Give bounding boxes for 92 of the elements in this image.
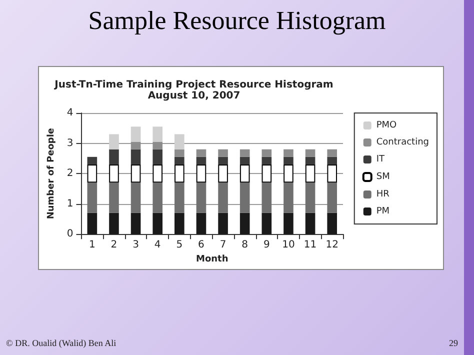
bar [240,156,250,164]
bar [240,212,250,234]
bar [262,156,272,164]
bar [130,182,141,213]
bar [196,182,206,213]
x-tick-label: 2 [110,240,118,251]
legend-label: PM [376,206,390,216]
bar [218,156,228,164]
bar [305,149,316,157]
bar [218,182,228,213]
x-tick-label: 6 [198,240,204,251]
bar [262,149,272,157]
x-tick-label: 11 [304,240,317,251]
legend-label: SM [376,172,390,182]
bar [240,149,250,157]
x-tick-label: 10 [282,240,295,251]
y-tick-label: 1 [66,198,74,210]
legend-label: Contracting [376,138,430,148]
x-tick-label: 1 [88,240,96,251]
bar [152,149,163,164]
bar [130,142,141,150]
bar [196,212,206,234]
y-axis-title: Number of People [46,128,56,220]
bar [109,164,119,183]
bar [152,164,163,183]
bar [109,134,119,150]
bar [262,182,272,213]
bar [152,126,163,142]
bar [284,149,294,157]
bar [218,212,228,234]
bar [109,182,119,213]
y-tick-label: 0 [66,228,74,240]
bar [240,164,250,183]
bar [305,182,316,213]
text: August 10, 2007 [148,90,240,102]
bar [196,149,206,157]
x-tick-label: 9 [263,240,270,251]
bar [87,164,98,183]
bar [327,164,337,183]
bar [174,149,184,157]
bar [327,149,337,157]
bar [130,126,141,142]
bar [109,149,119,164]
x-tick-label: 7 [220,240,226,251]
bar [174,134,184,150]
x-tick-label: 5 [176,240,183,251]
bar [87,156,98,164]
legend-label: IT [376,154,386,164]
bar [218,164,228,183]
bar [196,164,206,183]
x-tick-label: 8 [242,240,248,251]
bar [130,212,141,234]
bar [87,182,98,213]
chart-subtitle: Just-Tn-Time Training Project Resource Histogram [54,80,334,90]
bar [196,156,206,164]
text: © DR. Oualid (Walid) Ben Ali [6,338,116,348]
bar [218,149,228,157]
bar [152,142,163,150]
x-tick-label: 3 [132,240,139,251]
bar [327,156,337,164]
x-tick-label: 12 [326,240,338,251]
bar [109,212,119,234]
bar [284,182,294,213]
text: 29 [449,338,458,348]
bar [152,182,163,213]
bar [305,212,316,234]
bar [174,164,184,183]
bar [327,212,337,234]
bar [305,164,316,183]
legend-label: PMO [376,120,397,130]
bar [130,164,141,183]
bar [262,164,272,183]
chart-title: Sample Resource Histogram [87,6,387,36]
bar [284,212,294,234]
legend-label: HR [376,190,390,200]
x-axis-title: Month [196,254,228,264]
bar [284,156,294,164]
bar [305,156,316,164]
x-tick-label: 4 [154,240,161,251]
y-tick-label: 2 [66,168,74,180]
bar [262,212,272,234]
bar [130,149,141,164]
bar [284,164,294,183]
bar [174,212,184,234]
bar [240,182,250,213]
bar [87,212,98,234]
y-tick-label: 4 [66,108,74,118]
bar [327,182,337,213]
bar [174,156,184,164]
y-tick-label: 3 [66,138,74,149]
bar [152,212,163,234]
bar [174,182,184,213]
